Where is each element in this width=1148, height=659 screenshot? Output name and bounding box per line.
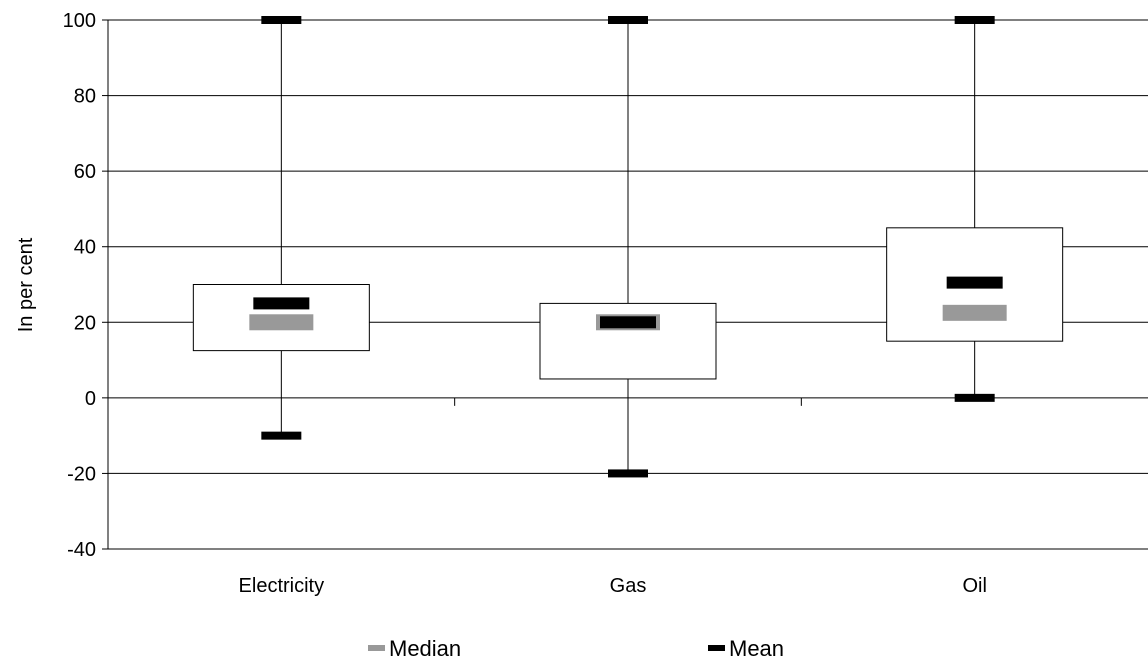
axes (102, 19, 1148, 550)
y-tick-label: 60 (74, 161, 96, 183)
category-label: Electricity (239, 575, 325, 597)
y-tick-label: 40 (74, 237, 96, 259)
mean-marker (946, 276, 1003, 289)
y-tick-label: 100 (63, 10, 96, 32)
legend-swatch-mean (708, 645, 725, 651)
y-tick-label: -20 (67, 463, 96, 485)
labels: -40 -20 0 20 40 60 80 100 Electricity Gas Oil (63, 10, 987, 597)
mean-marker (253, 297, 310, 310)
legend-label-median: Median (389, 636, 461, 659)
whisker-cap-high (261, 16, 302, 24)
legend: Median Mean (368, 636, 784, 659)
whisker-cap-low (261, 431, 302, 440)
legend-swatch-median (368, 645, 385, 651)
whisker-cap-low (608, 469, 648, 478)
median-marker (942, 304, 1007, 321)
y-tick-label: 80 (74, 86, 96, 108)
whisker-cap-high (608, 16, 648, 24)
y-axis-title: In per cent (15, 237, 37, 332)
category-label: Oil (962, 575, 986, 597)
whisker-cap-low (954, 393, 995, 402)
legend-label-mean: Mean (729, 636, 784, 659)
median-marker (249, 314, 314, 331)
y-tick-label: 20 (74, 312, 96, 334)
category-label: Gas (610, 575, 647, 597)
mean-marker (600, 316, 656, 329)
y-tick-label: -40 (67, 539, 96, 561)
boxes (192, 16, 1064, 478)
y-tick-label: 0 (85, 388, 96, 410)
whisker-cap-high (954, 16, 995, 24)
